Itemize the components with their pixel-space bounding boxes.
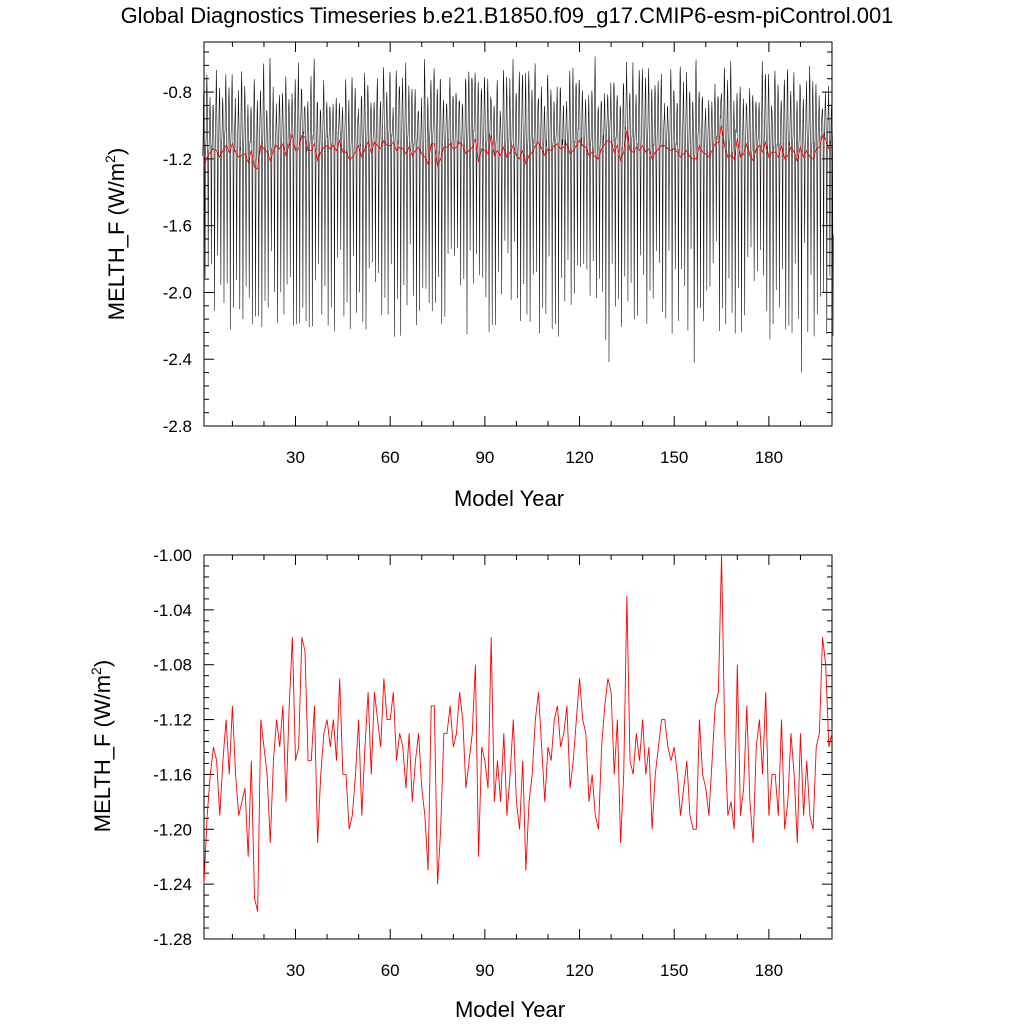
y-tick-label: -1.6	[163, 217, 192, 236]
y-tick-label: -1.12	[153, 711, 192, 730]
y-tick-label: -1.28	[153, 930, 192, 949]
y-tick-label: -0.8	[163, 83, 192, 102]
axis-ticks-bottom	[204, 554, 832, 940]
y-tick-label: -1.04	[153, 601, 192, 620]
monthly-line	[202, 56, 834, 373]
y-tick-label: -1.2	[163, 150, 192, 169]
y-tick-label: -2.4	[163, 350, 192, 369]
x-tick-label: 150	[660, 448, 688, 467]
chart-top: -2.8 -2.4 -2.0 -1.6 -1.2 -0.8 30 60 90 120 150 180…	[102, 41, 834, 511]
x-tick-label: 60	[381, 961, 400, 980]
x-tick-label: 30	[286, 448, 305, 467]
y-tick-labels-bottom: -1.28 -1.24 -1.20 -1.16 -1.12 -1.08 -1.04 -1.00	[153, 546, 192, 949]
x-tick-label: 30	[286, 961, 305, 980]
x-tick-label: 180	[755, 961, 783, 980]
y-tick-label: -1.24	[153, 875, 192, 894]
x-tick-label: 120	[565, 961, 593, 980]
x-tick-label: 180	[755, 448, 783, 467]
figure-title: Global Diagnostics Timeseries b.e21.B185…	[121, 3, 894, 28]
y-tick-label: -1.00	[153, 546, 192, 565]
plot-frame-bottom	[203, 554, 833, 940]
x-tick-labels-top: 30 60 90 120 150 180	[286, 448, 783, 467]
y-tick-label: -2.0	[163, 283, 192, 302]
y-tick-labels-top: -2.8 -2.4 -2.0 -1.6 -1.2 -0.8	[163, 83, 192, 436]
x-tick-label: 120	[565, 448, 593, 467]
y-tick-label: -1.16	[153, 765, 192, 784]
y-axis-label-bottom: MELTH_F (W/m2)	[88, 660, 115, 832]
x-axis-label-bottom: Model Year	[455, 997, 565, 1022]
series-annual-mean-top	[203, 125, 833, 170]
y-tick-label: -2.8	[163, 417, 192, 436]
y-tick-label: -1.20	[153, 820, 192, 839]
x-tick-label: 90	[475, 961, 494, 980]
series-annual-mean-bottom	[203, 554, 833, 912]
x-tick-label: 150	[660, 961, 688, 980]
x-tick-label: 90	[475, 448, 494, 467]
series-monthly-top	[202, 56, 834, 373]
x-axis-label-top: Model Year	[454, 486, 564, 511]
x-tick-label: 60	[381, 448, 400, 467]
x-tick-labels-bottom: 30 60 90 120 150 180	[286, 961, 783, 980]
chart-bottom: -1.28 -1.24 -1.20 -1.16 -1.12 -1.08 -1.04 -1.00…	[88, 546, 833, 1022]
y-tick-label: -1.08	[153, 656, 192, 675]
y-axis-label-top: MELTH_F (W/m2)	[102, 148, 129, 320]
plot-frame-top	[203, 41, 833, 427]
